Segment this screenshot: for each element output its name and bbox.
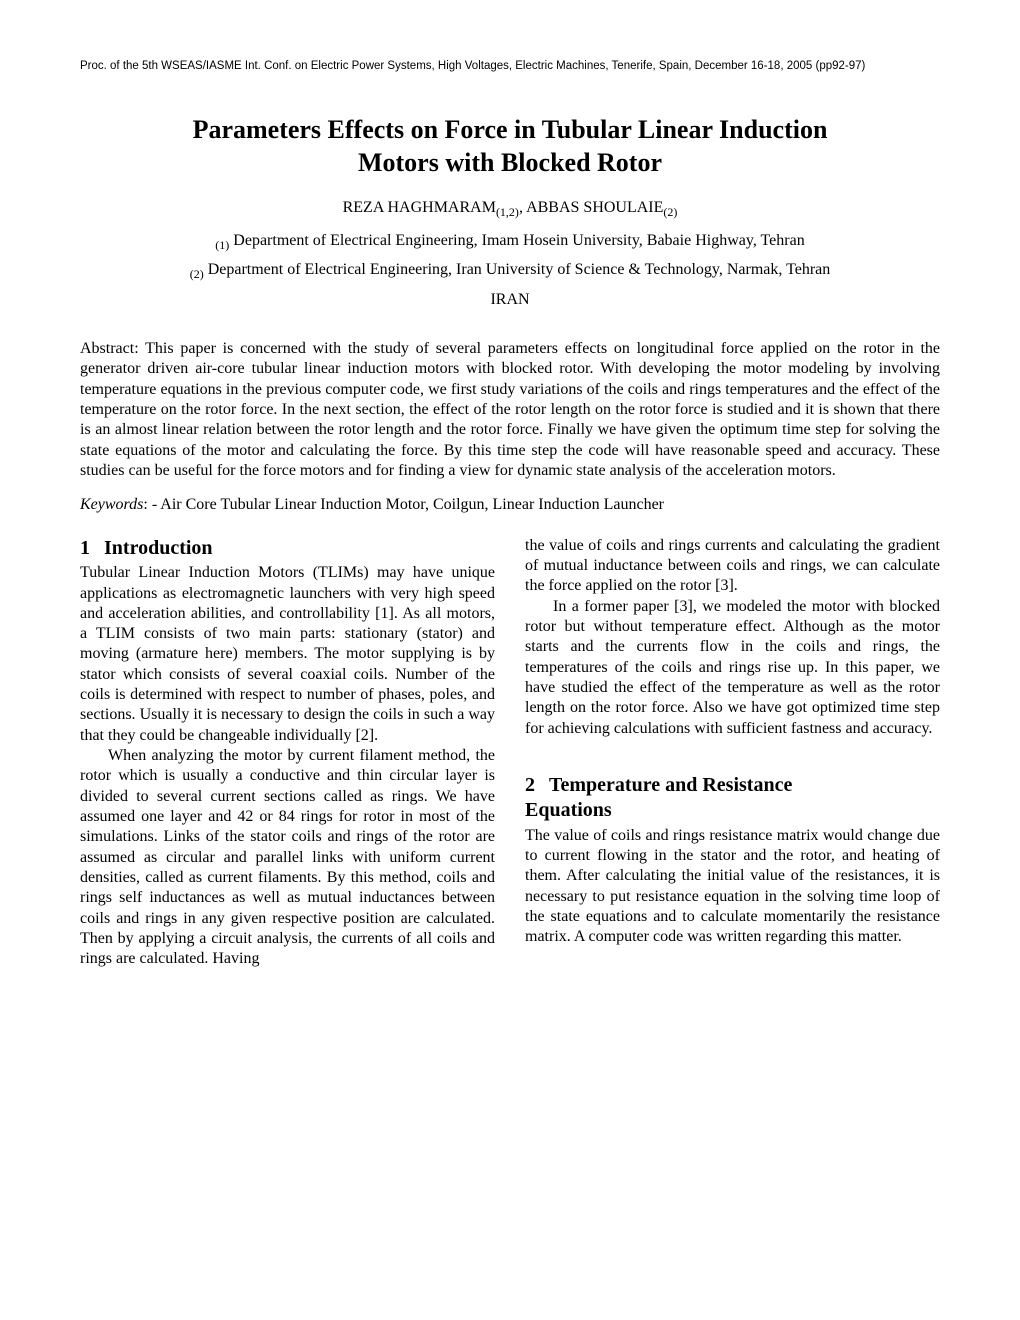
- keywords-block: Keywords: - Air Core Tubular Linear Indu…: [80, 496, 940, 514]
- abstract-text: This paper is concerned with the study o…: [80, 340, 940, 480]
- section-1-para-1: Tubular Linear Induction Motors (TLIMs) …: [80, 563, 495, 746]
- author-2: ABBAS SHOULAIE: [526, 199, 663, 216]
- section-1-heading: 1 Introduction: [80, 536, 495, 561]
- section-2-title-line-2: Equations: [525, 799, 612, 821]
- two-column-body: 1 Introduction Tubular Linear Induction M…: [80, 536, 940, 970]
- left-column: 1 Introduction Tubular Linear Induction M…: [80, 536, 495, 970]
- section-2-title-line-1: Temperature and Resistance: [549, 774, 792, 796]
- page: Proc. of the 5th WSEAS/IASME Int. Conf. …: [0, 0, 1020, 1019]
- section-1-para-3: the value of coils and rings currents an…: [525, 536, 940, 597]
- affiliation-2: (2) Department of Electrical Engineering…: [80, 261, 940, 282]
- paper-title: Parameters Effects on Force in Tubular L…: [80, 114, 940, 179]
- author-1: REZA HAGHMARAM: [343, 199, 496, 216]
- section-2-para-1: The value of coils and rings resistance …: [525, 826, 940, 948]
- section-2-heading: 2 Temperature and Resistance Equations: [525, 773, 940, 824]
- affiliation-2-index: (2): [190, 268, 204, 282]
- proceedings-header: Proc. of the 5th WSEAS/IASME Int. Conf. …: [80, 60, 940, 72]
- section-1-para-2: When analyzing the motor by current fila…: [80, 746, 495, 969]
- affiliation-1-index: (1): [215, 238, 229, 252]
- author-1-affil: (1,2): [496, 205, 519, 219]
- author-line: REZA HAGHMARAM(1,2), ABBAS SHOULAIE(2): [80, 199, 940, 220]
- affiliation-2-text: Department of Electrical Engineering, Ir…: [204, 261, 831, 278]
- keywords-text: : - Air Core Tubular Linear Induction Mo…: [143, 496, 664, 513]
- title-line-1: Parameters Effects on Force in Tubular L…: [193, 115, 828, 144]
- section-1-number: 1: [80, 537, 90, 559]
- country: IRAN: [80, 291, 940, 309]
- section-1-title: Introduction: [104, 537, 213, 559]
- right-column: the value of coils and rings currents an…: [525, 536, 940, 970]
- affiliation-1-text: Department of Electrical Engineering, Im…: [229, 232, 804, 249]
- abstract-label: Abstract:: [80, 340, 145, 357]
- author-separator: ,: [519, 199, 526, 216]
- section-1-para-4: In a former paper [3], we modeled the mo…: [525, 597, 940, 739]
- author-2-affil: (2): [663, 205, 677, 219]
- title-line-2: Motors with Blocked Rotor: [358, 148, 662, 177]
- affiliation-1: (1) Department of Electrical Engineering…: [80, 232, 940, 253]
- abstract-block: Abstract: This paper is concerned with t…: [80, 339, 940, 482]
- keywords-label: Keywords: [80, 496, 143, 513]
- section-2-number: 2: [525, 774, 535, 796]
